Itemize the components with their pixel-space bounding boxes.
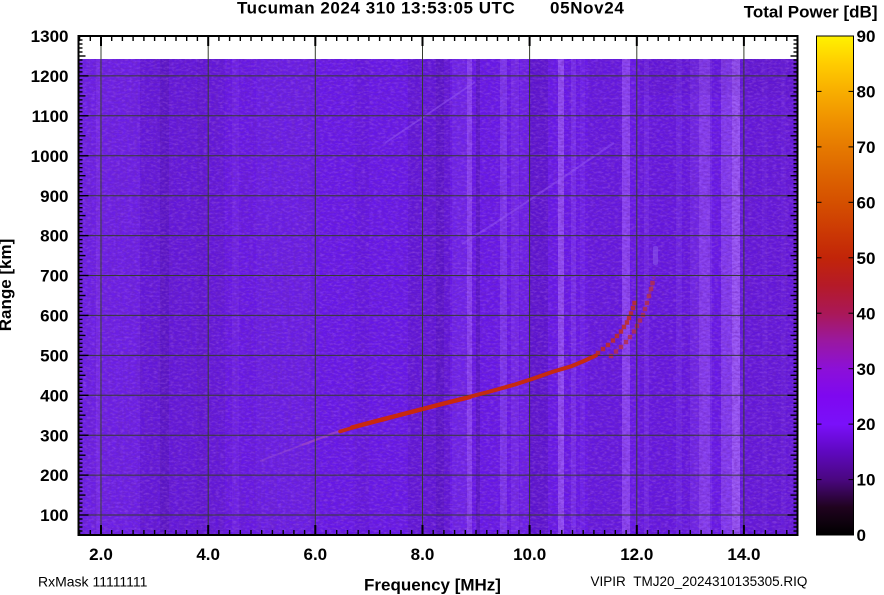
svg-text:VIPIR TMJ20_2024310135305.RIQ: VIPIR TMJ20_2024310135305.RIQ bbox=[591, 574, 808, 589]
svg-text:400: 400 bbox=[40, 386, 68, 405]
svg-text:Tucuman 2024 310 13:53:05 UTC: Tucuman 2024 310 13:53:05 UTC bbox=[237, 0, 515, 17]
svg-text:4.0: 4.0 bbox=[196, 545, 220, 564]
svg-text:900: 900 bbox=[40, 187, 68, 206]
svg-text:70: 70 bbox=[857, 138, 876, 157]
svg-text:1000: 1000 bbox=[31, 147, 69, 166]
svg-text:10: 10 bbox=[857, 471, 876, 490]
svg-text:05Nov24: 05Nov24 bbox=[550, 0, 624, 18]
svg-text:RxMask 11111111: RxMask 11111111 bbox=[38, 574, 148, 590]
svg-text:1300: 1300 bbox=[31, 27, 69, 46]
svg-text:60: 60 bbox=[857, 193, 876, 212]
svg-text:Total Power [dB]: Total Power [dB] bbox=[744, 2, 878, 21]
svg-text:14.0: 14.0 bbox=[727, 545, 760, 564]
svg-text:6.0: 6.0 bbox=[303, 545, 327, 564]
svg-text:700: 700 bbox=[40, 267, 68, 286]
svg-text:20: 20 bbox=[857, 415, 876, 434]
svg-text:50: 50 bbox=[857, 249, 876, 268]
svg-text:80: 80 bbox=[857, 83, 876, 102]
svg-text:Range [km]: Range [km] bbox=[0, 239, 15, 332]
svg-text:300: 300 bbox=[40, 426, 68, 445]
svg-text:30: 30 bbox=[857, 360, 876, 379]
svg-text:600: 600 bbox=[40, 307, 68, 326]
svg-text:1200: 1200 bbox=[31, 67, 69, 86]
svg-text:90: 90 bbox=[857, 27, 876, 46]
svg-text:8.0: 8.0 bbox=[411, 545, 435, 564]
svg-text:Frequency [MHz]: Frequency [MHz] bbox=[364, 576, 501, 595]
svg-text:100: 100 bbox=[40, 506, 68, 525]
svg-text:1100: 1100 bbox=[32, 107, 69, 126]
svg-text:40: 40 bbox=[857, 304, 876, 323]
svg-text:500: 500 bbox=[40, 346, 68, 365]
svg-text:800: 800 bbox=[40, 227, 68, 246]
svg-text:2.0: 2.0 bbox=[89, 545, 113, 564]
svg-text:10.0: 10.0 bbox=[513, 545, 546, 564]
svg-text:0: 0 bbox=[857, 526, 866, 545]
svg-text:12.0: 12.0 bbox=[620, 545, 653, 564]
svg-text:200: 200 bbox=[40, 466, 68, 485]
